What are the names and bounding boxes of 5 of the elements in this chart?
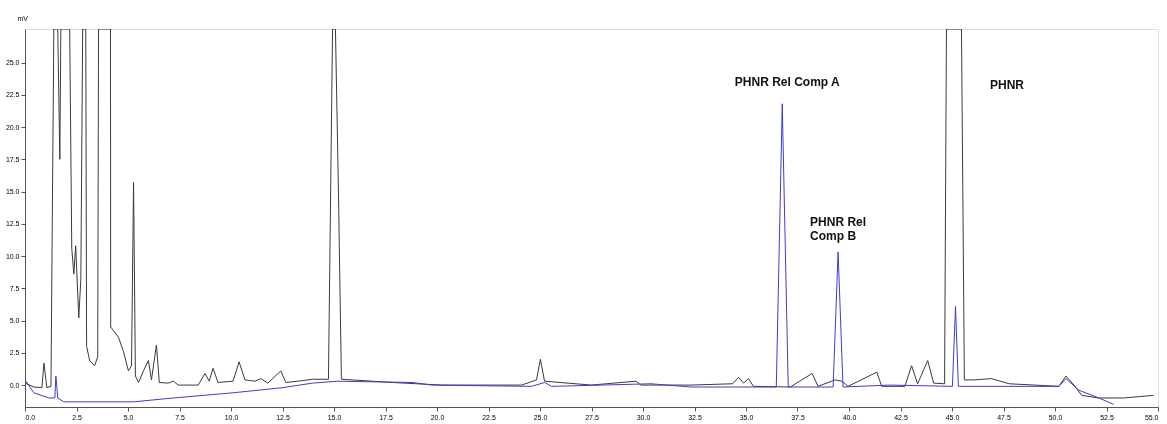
annotation: PHNR (990, 78, 1025, 92)
line-series (25, 29, 1154, 399)
annotation: PHNR Rel Comp A (734, 74, 841, 89)
annotation: PHNR Rel Comp B (810, 215, 867, 244)
line-series (25, 103, 1115, 405)
